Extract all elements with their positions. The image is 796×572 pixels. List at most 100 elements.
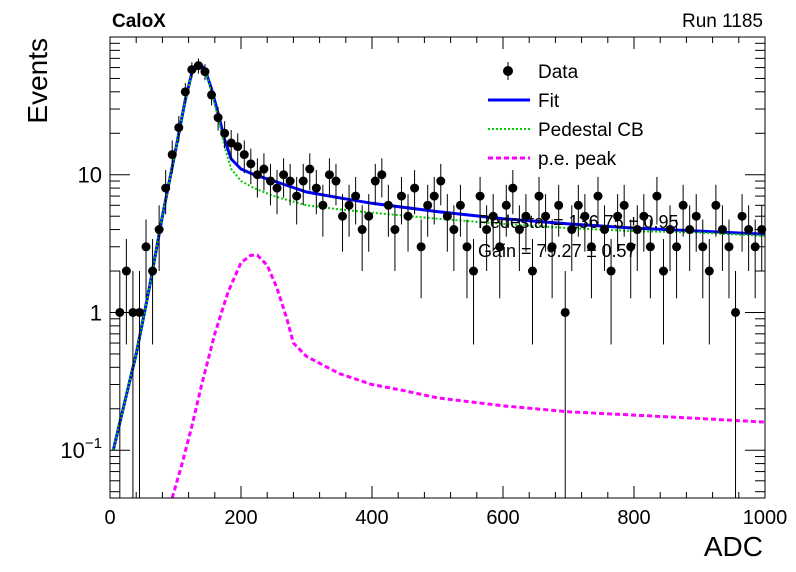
- data-point: [154, 225, 164, 235]
- x-tick-label: 1000: [743, 507, 788, 529]
- data-point: [619, 200, 629, 210]
- data-point: [704, 266, 714, 276]
- y-tick-exponent: −1: [85, 435, 102, 452]
- data-point: [148, 266, 158, 276]
- data-point: [416, 242, 426, 252]
- p-e-peak-curve: [170, 253, 766, 499]
- data-point: [436, 176, 446, 186]
- data-point: [442, 211, 452, 221]
- data-point: [429, 191, 439, 201]
- data-point: [396, 191, 406, 201]
- data-point: [134, 307, 144, 317]
- data-point: [167, 150, 177, 160]
- data-point: [475, 191, 485, 201]
- data-point: [338, 211, 348, 221]
- data-point: [724, 242, 734, 252]
- data-point: [272, 183, 282, 193]
- data-point: [508, 183, 518, 193]
- data-point: [279, 170, 289, 180]
- data-point: [161, 183, 171, 193]
- data-point: [233, 142, 243, 152]
- data-point: [246, 159, 256, 169]
- data-point: [554, 200, 564, 210]
- data-point: [383, 200, 393, 210]
- data-point: [364, 211, 374, 221]
- data-point: [252, 170, 262, 180]
- legend-item: Pedestal CB: [488, 120, 644, 141]
- data-point: [265, 176, 275, 186]
- y-tick-mantissa: 10: [78, 163, 102, 188]
- legend-label: Pedestal CB: [538, 120, 644, 141]
- data-point: [711, 200, 721, 210]
- x-tick-label: 800: [617, 507, 650, 529]
- data-point: [239, 150, 249, 160]
- data-point: [495, 242, 505, 252]
- data-point: [305, 164, 315, 174]
- x-tick-label: 400: [355, 507, 388, 529]
- data-point: [652, 191, 662, 201]
- x-tick-label: 200: [224, 507, 257, 529]
- data-point: [632, 225, 642, 235]
- data-point: [717, 225, 727, 235]
- run-label: Run 1185: [682, 11, 763, 32]
- data-point: [318, 200, 328, 210]
- data-point: [403, 211, 413, 221]
- data-point: [527, 266, 537, 276]
- data-point: [174, 123, 184, 133]
- data-point: [207, 90, 217, 100]
- data-point: [698, 242, 708, 252]
- data-point: [449, 225, 459, 235]
- data-point: [141, 242, 151, 252]
- experiment-label: CaloX: [112, 11, 166, 32]
- data-point: [580, 211, 590, 221]
- data-point: [410, 183, 420, 193]
- legend-label: Data: [538, 62, 579, 83]
- data-point: [606, 266, 616, 276]
- y-axis-label: Events: [22, 38, 53, 124]
- data-point: [331, 176, 341, 186]
- data-point: [377, 170, 387, 180]
- data-point: [292, 191, 302, 201]
- data-point: [455, 200, 465, 210]
- data-point: [521, 211, 531, 221]
- x-tick-label: 600: [486, 507, 519, 529]
- data-point: [488, 211, 498, 221]
- pedestal-fit-text: Pedestal = 136.75 ± 0.95: [478, 212, 679, 232]
- x-tick-label: 0: [104, 507, 115, 529]
- data-point: [259, 164, 269, 174]
- data-point: [213, 113, 223, 123]
- data-point: [586, 242, 596, 252]
- data-point: [357, 225, 367, 235]
- data-point: [351, 191, 361, 201]
- data-point: [593, 191, 603, 201]
- y-tick-label: 1: [90, 300, 102, 325]
- legend-marker: [503, 66, 513, 76]
- data-point: [639, 211, 649, 221]
- data-point: [541, 211, 551, 221]
- data-point: [514, 225, 524, 235]
- data-point: [678, 200, 688, 210]
- data-point: [344, 200, 354, 210]
- gain-fit-text: Gain = 79.27 ± 0.57: [478, 241, 637, 261]
- data-point: [390, 225, 400, 235]
- data-point: [298, 176, 308, 186]
- legend-item: p.e. peak: [488, 149, 617, 170]
- data-point: [600, 225, 610, 235]
- legend: Data Fit Pedestal CB p.e. peak: [488, 62, 644, 170]
- data-point: [685, 225, 695, 235]
- data-point: [311, 183, 321, 193]
- y-tick-label: 10: [78, 163, 102, 188]
- data-point: [469, 266, 479, 276]
- data-point: [744, 225, 754, 235]
- data-point: [534, 191, 544, 201]
- data-point: [462, 242, 472, 252]
- data-point: [626, 242, 636, 252]
- data-point: [482, 225, 492, 235]
- y-tick-label: 10−1: [60, 435, 102, 463]
- y-tick-mantissa: 10: [60, 438, 84, 463]
- data-point: [187, 65, 197, 75]
- data-point: [567, 225, 577, 235]
- data-point: [560, 307, 570, 317]
